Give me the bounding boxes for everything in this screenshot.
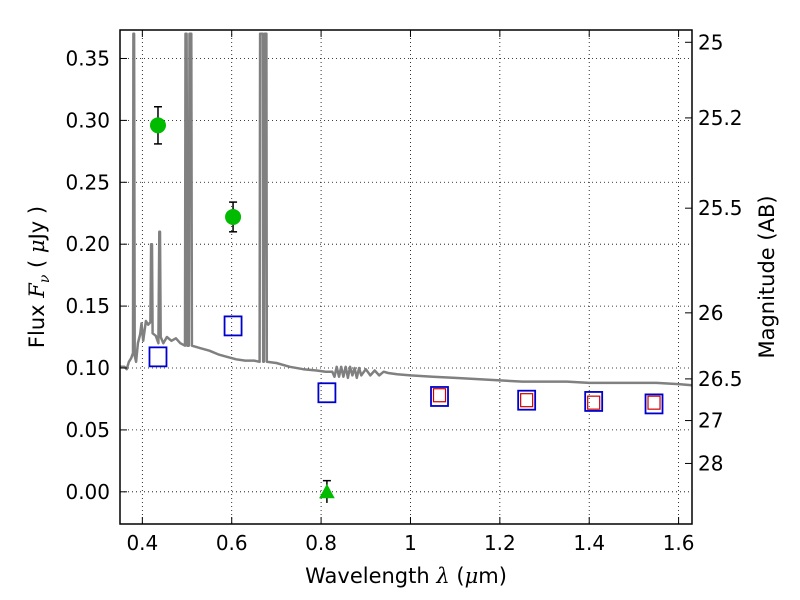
magnitude-tick-label: 27 bbox=[698, 409, 723, 433]
magnitude-tick-label: 25.5 bbox=[698, 196, 743, 220]
x-tick-label: 1.4 bbox=[573, 531, 605, 555]
x-tick-label: 0.4 bbox=[126, 531, 158, 555]
y-tick-label: 0.10 bbox=[65, 356, 110, 380]
x-axis-ticks: 0.4 0.6 0.8 1 1.2 1.4 1.6 bbox=[126, 30, 695, 555]
observed-photometry-point bbox=[520, 393, 534, 408]
y-tick-label: 0.35 bbox=[65, 46, 110, 70]
sed-model-line bbox=[120, 32, 692, 387]
y-tick-label: 0.15 bbox=[65, 294, 110, 318]
grid bbox=[120, 30, 692, 524]
magnitude-tick-label: 25 bbox=[698, 30, 723, 54]
observed-photometry-point bbox=[587, 395, 601, 410]
magnitude-tick-label: 28 bbox=[698, 451, 723, 475]
y-tick-label: 0.00 bbox=[65, 480, 110, 504]
detection-point bbox=[225, 208, 242, 225]
y-tick-label: 0.25 bbox=[65, 170, 110, 194]
plot-frame bbox=[119, 29, 693, 525]
x-tick-label: 1.6 bbox=[663, 531, 695, 555]
model-photometry-point bbox=[584, 391, 604, 412]
magnitude-axis-label: Magnitude (AB) bbox=[755, 195, 779, 358]
y-tick-label: 0.20 bbox=[65, 232, 110, 256]
detection-point bbox=[149, 117, 166, 134]
magnitude-axis-ticks: 25 25.2 25.5 26 26.5 27 28 bbox=[685, 30, 743, 475]
x-tick-label: 0.6 bbox=[216, 531, 248, 555]
chart-marks bbox=[120, 32, 692, 503]
model-photometry-point bbox=[317, 382, 337, 404]
magnitude-tick-label: 26.5 bbox=[698, 367, 743, 391]
upper-limit-point bbox=[319, 483, 335, 499]
model-photometry-point bbox=[148, 346, 168, 368]
magnitude-tick-label: 26 bbox=[698, 301, 723, 325]
y-tick-label: 0.05 bbox=[65, 418, 110, 442]
model-photometry-point bbox=[223, 315, 243, 337]
x-axis-label: Wavelength λ (μm) bbox=[305, 564, 507, 588]
y-axis-ticks: 0.00 0.05 0.10 0.15 0.20 0.25 0.30 0.35 bbox=[65, 46, 127, 504]
x-tick-label: 1 bbox=[404, 531, 417, 555]
x-tick-label: 0.8 bbox=[305, 531, 337, 555]
y-axis-label: Flux Fν ( μJy ) bbox=[25, 206, 53, 348]
observed-photometry-point bbox=[647, 395, 661, 410]
magnitude-tick-label: 25.2 bbox=[698, 106, 743, 130]
model-photometry-point bbox=[644, 393, 664, 415]
y-tick-label: 0.30 bbox=[65, 108, 110, 132]
x-tick-label: 1.2 bbox=[484, 531, 516, 555]
observed-photometry-point bbox=[432, 388, 447, 403]
model-photometry-point bbox=[517, 389, 537, 411]
model-photometry-point bbox=[430, 386, 449, 407]
